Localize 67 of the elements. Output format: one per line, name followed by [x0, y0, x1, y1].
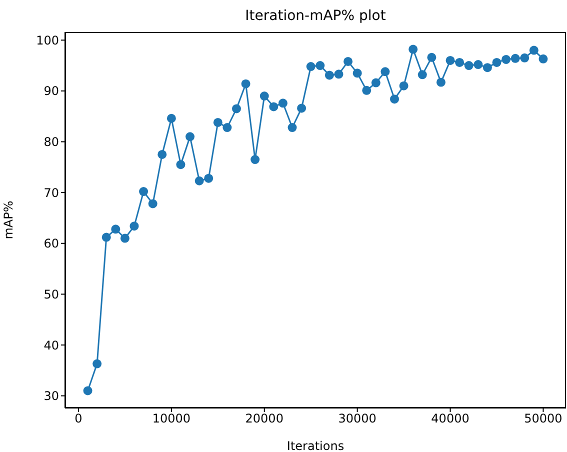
point: [148, 199, 158, 208]
x-tick-label: 30000: [338, 412, 376, 426]
point: [297, 104, 306, 113]
y-tick-label: 30: [44, 389, 59, 404]
y-axis-title: mAP%: [1, 200, 16, 240]
point: [371, 78, 380, 88]
x-tick-label: 50000: [524, 412, 562, 426]
point: [316, 61, 325, 70]
point: [324, 70, 334, 80]
point: [474, 60, 483, 70]
point: [482, 63, 492, 72]
point: [502, 54, 511, 64]
point: [120, 234, 130, 243]
point: [83, 386, 92, 396]
point: [241, 79, 250, 88]
point: [352, 68, 362, 78]
y-tick-label: 50: [44, 287, 59, 302]
point: [344, 56, 353, 66]
point: [213, 118, 222, 127]
y-tick-label: 40: [44, 338, 59, 352]
point: [510, 54, 520, 63]
point: [520, 53, 530, 62]
chart-title: Iteration-mAP% plot: [244, 8, 387, 24]
point: [139, 187, 148, 196]
y-tick-label: 80: [44, 135, 59, 150]
x-tick-label: 0: [74, 412, 82, 426]
point: [362, 86, 372, 95]
x-tick-label: 20000: [245, 412, 284, 426]
point: [166, 114, 176, 123]
point: [204, 174, 214, 183]
point: [334, 70, 344, 79]
point: [408, 44, 418, 54]
point: [92, 359, 102, 368]
y-tick-label: 90: [44, 84, 59, 98]
point: [427, 52, 436, 62]
x-axis-title: Iterations: [286, 439, 344, 452]
y-tick-label: 70: [44, 186, 59, 200]
y-tick-label: 60: [44, 236, 59, 251]
point: [492, 58, 502, 67]
point: [232, 104, 241, 114]
point: [288, 123, 297, 132]
y-tick-label: 100: [36, 33, 59, 48]
point: [464, 61, 474, 70]
point: [176, 160, 186, 170]
point: [436, 78, 446, 87]
point: [390, 94, 400, 104]
point: [130, 222, 139, 231]
point: [194, 176, 204, 186]
point: [111, 224, 120, 234]
point: [418, 70, 427, 80]
point: [380, 67, 390, 76]
point: [158, 150, 167, 159]
point: [102, 232, 111, 242]
point: [446, 56, 455, 65]
point: [538, 54, 548, 64]
point: [250, 155, 260, 164]
x-tick-label: 40000: [431, 412, 470, 426]
point: [278, 98, 288, 108]
point: [455, 58, 464, 67]
point: [399, 81, 408, 90]
point: [529, 46, 538, 55]
point: [269, 102, 278, 112]
point: [222, 123, 232, 132]
point: [306, 62, 316, 72]
x-tick-label: 10000: [152, 412, 191, 426]
point: [260, 92, 269, 101]
point: [186, 132, 195, 142]
